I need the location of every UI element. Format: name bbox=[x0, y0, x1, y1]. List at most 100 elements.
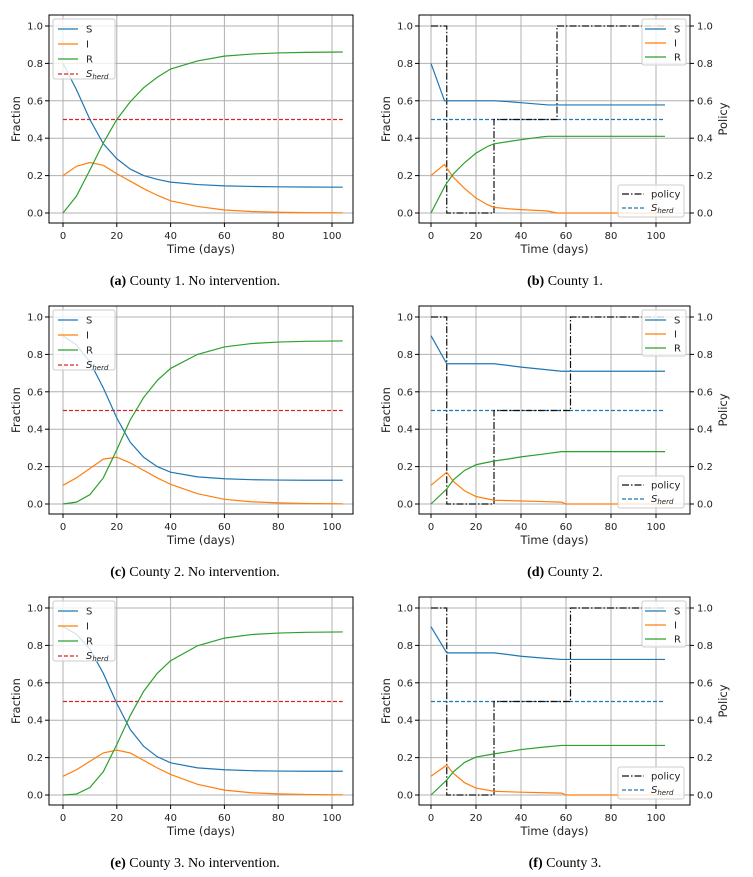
caption-tag: (b) bbox=[527, 274, 545, 289]
legend-top: SIR bbox=[641, 600, 687, 648]
caption-tag: (c) bbox=[110, 565, 126, 580]
caption-tag: (a) bbox=[109, 274, 127, 289]
legend-label-I: I bbox=[86, 622, 89, 633]
y-tick-label: 0.2 bbox=[397, 462, 413, 473]
series-line-I bbox=[430, 764, 665, 796]
y-right-tick-label: 0.4 bbox=[697, 716, 713, 727]
legend-label-I: I bbox=[674, 621, 677, 632]
axes-frame bbox=[48, 596, 354, 806]
legend-label-herd-sub: herd bbox=[92, 364, 109, 372]
x-tick-label: 0 bbox=[60, 813, 66, 824]
chart-panel-a: 0 20 40 60 80 100 0.0 0.2 0.4 0.6 0.8 1.0 Time (days… bbox=[9, 14, 354, 256]
y-tick-label: 0.4 bbox=[397, 716, 413, 727]
y-right-axis-label: Policy bbox=[716, 102, 730, 135]
legend-label-R: R bbox=[674, 53, 681, 64]
legend-bottom: policy Sherd bbox=[617, 475, 685, 509]
y-right-tick-label: 0.4 bbox=[697, 134, 713, 145]
y-axis-label: Fraction bbox=[379, 96, 393, 142]
y-tick-label: 0.6 bbox=[27, 678, 43, 689]
x-axis-label: Time (days) bbox=[166, 533, 235, 547]
x-tick-label: 100 bbox=[646, 522, 665, 533]
caption-tag: (e) bbox=[110, 856, 126, 871]
series-line-R bbox=[430, 744, 665, 796]
x-tick-label: 0 bbox=[60, 231, 66, 242]
caption-text: County 2. bbox=[544, 565, 603, 580]
legend-label-policy: policy bbox=[651, 190, 681, 201]
y-tick-label: 0.8 bbox=[397, 641, 413, 652]
legend-bottom: policy Sherd bbox=[617, 184, 685, 218]
legend-label-herd-main: S bbox=[86, 69, 93, 80]
x-tick-label: 60 bbox=[560, 522, 573, 533]
chart-panel-c: 0 20 40 60 80 100 0.0 0.2 0.4 0.6 0.8 1.0 Time (days… bbox=[9, 305, 354, 547]
series-line-R bbox=[62, 51, 343, 214]
legend-label-S: S bbox=[674, 607, 680, 618]
y-right-axis-label: Policy bbox=[716, 393, 730, 426]
x-tick-label: 80 bbox=[605, 522, 618, 533]
series-line-S bbox=[62, 63, 343, 188]
caption-text: County 3. No intervention. bbox=[125, 856, 280, 871]
legend-label-herd-main: S bbox=[651, 494, 658, 505]
legend-label-S: S bbox=[86, 25, 92, 36]
series-line-I bbox=[62, 456, 343, 505]
x-tick-label: 40 bbox=[164, 522, 177, 533]
caption-text: County 1. No intervention. bbox=[126, 274, 281, 289]
x-tick-label: 0 bbox=[428, 231, 434, 242]
x-tick-label: 20 bbox=[110, 813, 123, 824]
y-tick-label: 0.6 bbox=[397, 678, 413, 689]
axes-frame bbox=[48, 305, 354, 515]
y-right-tick-label: 0.6 bbox=[697, 387, 713, 398]
y-right-tick-label: 0.2 bbox=[697, 462, 713, 473]
y-right-tick-label: 0.2 bbox=[697, 753, 713, 764]
series-line-R bbox=[62, 631, 343, 796]
y-tick-label: 1.0 bbox=[27, 22, 43, 33]
legend-label-herd-main: S bbox=[86, 651, 93, 662]
legend-box bbox=[617, 766, 685, 800]
y-tick-label: 0.8 bbox=[397, 350, 413, 361]
x-tick-label: 80 bbox=[272, 231, 285, 242]
series-line-S bbox=[62, 335, 343, 481]
y-tick-label: 0.4 bbox=[27, 425, 43, 436]
y-right-tick-label: 0.8 bbox=[697, 350, 713, 361]
chart-panel-b: 0 20 40 60 80 100 0.0 0.0 0.2 0.2 0.4 0.4 0.6 0.6 0.8 0… bbox=[379, 14, 730, 256]
legend-label-S: S bbox=[674, 25, 680, 36]
legend-label-herd-sub: herd bbox=[657, 498, 674, 506]
caption-f: (f) County 3. bbox=[380, 856, 750, 872]
legend-label-S: S bbox=[86, 316, 92, 327]
caption-text: County 1. bbox=[544, 274, 603, 289]
y-tick-label: 0.2 bbox=[397, 171, 413, 182]
legend-label-herd-main: S bbox=[651, 785, 658, 796]
legend-label-herd-sub: herd bbox=[657, 789, 674, 797]
chart-panel-e: 0 20 40 60 80 100 0.0 0.2 0.4 0.6 0.8 1.0 Time (days… bbox=[9, 596, 354, 838]
y-tick-label: 0.2 bbox=[27, 171, 43, 182]
legend-box bbox=[52, 18, 116, 80]
y-tick-label: 0.6 bbox=[27, 387, 43, 398]
legend-label-policy: policy bbox=[651, 481, 681, 492]
y-axis-label: Fraction bbox=[379, 387, 393, 433]
x-tick-label: 40 bbox=[164, 813, 177, 824]
legend-label-herd: Sherd bbox=[86, 651, 109, 663]
legend-label-herd-main: S bbox=[86, 360, 93, 371]
caption-a: (a) County 1. No intervention. bbox=[10, 274, 380, 290]
y-right-tick-label: 1.0 bbox=[697, 22, 713, 33]
series-line-S bbox=[430, 335, 665, 372]
y-tick-label: 0.4 bbox=[397, 425, 413, 436]
x-tick-label: 100 bbox=[322, 231, 341, 242]
x-tick-label: 40 bbox=[515, 231, 528, 242]
legend-top: SIR bbox=[641, 309, 687, 357]
x-axis-label: Time (days) bbox=[520, 242, 589, 256]
y-tick-label: 0.0 bbox=[397, 209, 413, 220]
x-tick-label: 80 bbox=[605, 231, 618, 242]
x-tick-label: 20 bbox=[470, 231, 483, 242]
y-right-tick-label: 0.8 bbox=[697, 641, 713, 652]
y-right-tick-label: 0.0 bbox=[697, 209, 713, 220]
series-line-R bbox=[430, 135, 665, 214]
legend-label-S: S bbox=[86, 607, 92, 618]
y-tick-label: 0.0 bbox=[397, 500, 413, 511]
legend-label-herd-sub: herd bbox=[92, 655, 109, 663]
policy-line bbox=[431, 316, 665, 505]
caption-d: (d) County 2. bbox=[380, 565, 750, 581]
y-tick-label: 0.4 bbox=[27, 134, 43, 145]
y-tick-label: 0.8 bbox=[27, 641, 43, 652]
legend-label-herd-sub: herd bbox=[92, 73, 109, 81]
x-tick-label: 40 bbox=[164, 231, 177, 242]
